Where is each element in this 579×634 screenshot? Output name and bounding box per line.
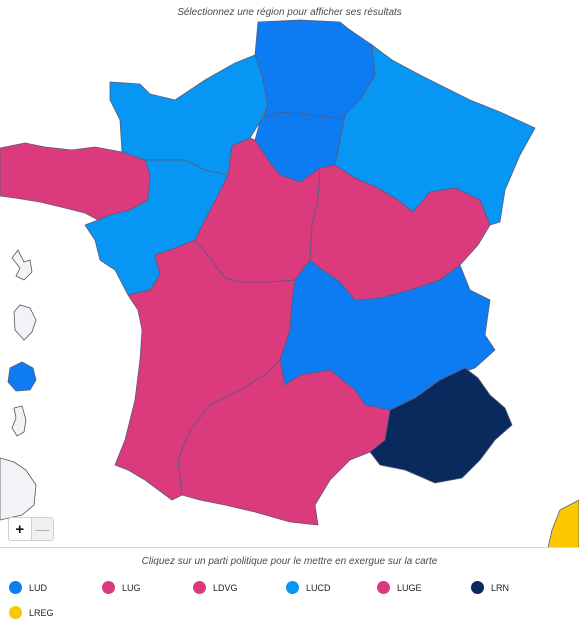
region-martinique[interactable]: [13, 304, 37, 341]
legend-dot-lucd: [286, 581, 299, 594]
top-instruction: Sélectionnez une région pour afficher se…: [177, 7, 402, 18]
legend-item-lug[interactable]: LUG: [102, 581, 141, 594]
legend-dot-ldvg: [193, 581, 206, 594]
region-corse[interactable]: [547, 499, 579, 548]
legend-label-lrn: LRN: [491, 582, 510, 593]
region-bretagne[interactable]: [0, 142, 151, 221]
legend-label-lucd: LUCD: [306, 582, 331, 593]
region-guadeloupe[interactable]: [11, 249, 33, 281]
legend-label-lreg: LREG: [29, 607, 54, 618]
zoom-controls: + —: [8, 517, 54, 541]
region-guyane[interactable]: [0, 457, 37, 521]
legend-label-ldvg: LDVG: [213, 582, 238, 593]
legend-item-luge[interactable]: LUGE: [377, 581, 422, 594]
legend-item-ldvg[interactable]: LDVG: [193, 581, 238, 594]
zoom-in-button[interactable]: +: [9, 518, 32, 540]
legend-label-luge: LUGE: [397, 582, 422, 593]
legend-item-lreg[interactable]: LREG: [9, 606, 54, 619]
legend-label-lud: LUD: [29, 582, 48, 593]
legend-item-lrn[interactable]: LRN: [471, 581, 509, 594]
legend-item-lucd[interactable]: LUCD: [286, 581, 331, 594]
legend-dot-luge: [377, 581, 390, 594]
legend-item-lud[interactable]: LUD: [9, 581, 47, 594]
bottom-instruction: Cliquez sur un parti politique pour le m…: [141, 556, 438, 567]
legend-dot-lud: [9, 581, 22, 594]
map-area: Sélectionnez une région pour afficher se…: [0, 7, 579, 548]
region-provence-alpes-cote-d-azur[interactable]: [369, 367, 513, 484]
region-occitanie[interactable]: [177, 359, 391, 526]
legend-dot-lreg: [9, 606, 22, 619]
zoom-out-button[interactable]: —: [31, 518, 53, 540]
legend-dot-lug: [102, 581, 115, 594]
france-map: [0, 19, 579, 548]
region-la-reunion[interactable]: [7, 361, 37, 392]
legend-dot-lrn: [471, 581, 484, 594]
region-mayotte[interactable]: [11, 405, 27, 437]
divider: [0, 547, 579, 548]
legend-label-lug: LUG: [122, 582, 141, 593]
